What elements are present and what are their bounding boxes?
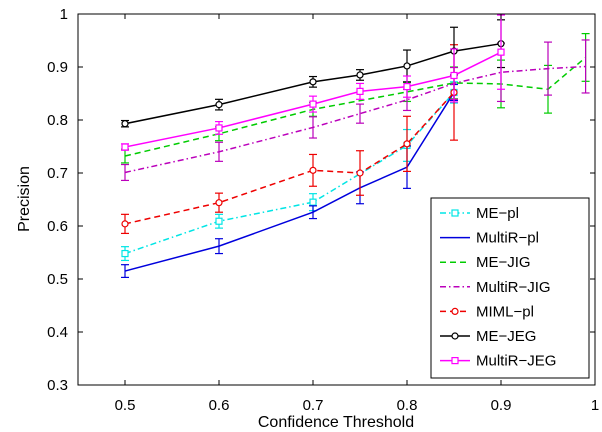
data-point-miml-pl bbox=[121, 220, 129, 228]
series-line-me-jig bbox=[124, 56, 587, 157]
data-point-me-jeg bbox=[121, 120, 129, 128]
data-point-multir-jeg bbox=[356, 87, 364, 95]
y-tick-label: 0.8 bbox=[47, 112, 68, 129]
data-point-me-pl bbox=[121, 249, 129, 258]
data-point-me-pl bbox=[309, 198, 317, 206]
data-point-me-jeg bbox=[215, 101, 223, 109]
x-tick-label: 0.9 bbox=[491, 397, 512, 414]
legend-marker-me-jeg bbox=[451, 332, 459, 340]
data-point-miml-pl bbox=[309, 166, 317, 174]
y-tick-label: 0.7 bbox=[47, 165, 68, 182]
legend: ME−pl MultiR−pl ME−JIG MultiR−JIG MIML−pl ME−… bbox=[430, 197, 590, 379]
data-point-multir-jeg bbox=[309, 100, 317, 108]
legend-marker-multir-jeg bbox=[451, 357, 459, 365]
series-line-miml-pl bbox=[124, 91, 455, 225]
y-tick-label: 0.3 bbox=[47, 377, 68, 394]
x-tick-label: 0.7 bbox=[303, 397, 324, 414]
y-tick-label: 0.5 bbox=[47, 271, 68, 288]
data-point-multir-jeg bbox=[403, 83, 411, 91]
legend-box bbox=[430, 197, 590, 379]
legend-label-multir-pl: MultiR−pl bbox=[476, 230, 539, 247]
plot-frame bbox=[77, 13, 596, 386]
axis-layer: 0.5 0.6 0.7 0.8 0.9 1 0.3 0.4 0.5 0.6 0.7 0.8 0.9 1 bbox=[47, 6, 599, 414]
y-axis-label: Precision bbox=[16, 166, 33, 232]
data-point-me-jeg bbox=[356, 71, 364, 79]
y-tick-label: 1 bbox=[60, 6, 68, 23]
legend-label-me-jig: ME−JIG bbox=[476, 254, 531, 271]
legend-marker-miml-pl bbox=[451, 307, 459, 315]
series-line-multir-jig bbox=[124, 65, 586, 174]
x-axis-label: Confidence Threshold bbox=[258, 414, 414, 431]
x-tick-label: 0.5 bbox=[115, 397, 136, 414]
data-point-miml-pl bbox=[356, 169, 364, 177]
data-point-miml-pl bbox=[215, 199, 223, 207]
data-point-multir-jeg bbox=[497, 48, 505, 56]
y-tick-label: 0.4 bbox=[47, 324, 68, 341]
data-point-me-jeg bbox=[309, 78, 317, 86]
legend-label-miml-pl: MIML−pl bbox=[476, 303, 534, 320]
legend-label-me-pl: ME−pl bbox=[476, 205, 519, 222]
y-tick-label: 0.6 bbox=[47, 218, 68, 235]
legend-label-me-jeg: ME−JEG bbox=[476, 328, 536, 345]
series-me-jig bbox=[121, 33, 590, 164]
legend-label-multir-jig: MultiR−JIG bbox=[476, 279, 551, 296]
legend-label-multir-jeg: MultiR−JEG bbox=[476, 353, 556, 370]
x-tick-label: 0.6 bbox=[209, 397, 230, 414]
data-point-multir-jeg bbox=[450, 71, 458, 80]
legend-marker-me-pl bbox=[451, 209, 459, 217]
data-point-me-jeg bbox=[403, 62, 411, 70]
y-tick-label: 0.9 bbox=[47, 59, 68, 76]
series-multir-jeg bbox=[121, 14, 505, 151]
data-point-multir-jeg bbox=[121, 143, 129, 151]
data-point-multir-jeg bbox=[215, 124, 223, 132]
series-multir-pl bbox=[121, 83, 458, 279]
data-point-me-pl bbox=[215, 217, 223, 225]
x-tick-label: 0.8 bbox=[397, 397, 418, 414]
series-line-multir-pl bbox=[124, 92, 455, 272]
x-tick-label: 1 bbox=[591, 397, 599, 414]
data-point-miml-pl bbox=[403, 140, 411, 148]
series-layer bbox=[121, 14, 590, 279]
